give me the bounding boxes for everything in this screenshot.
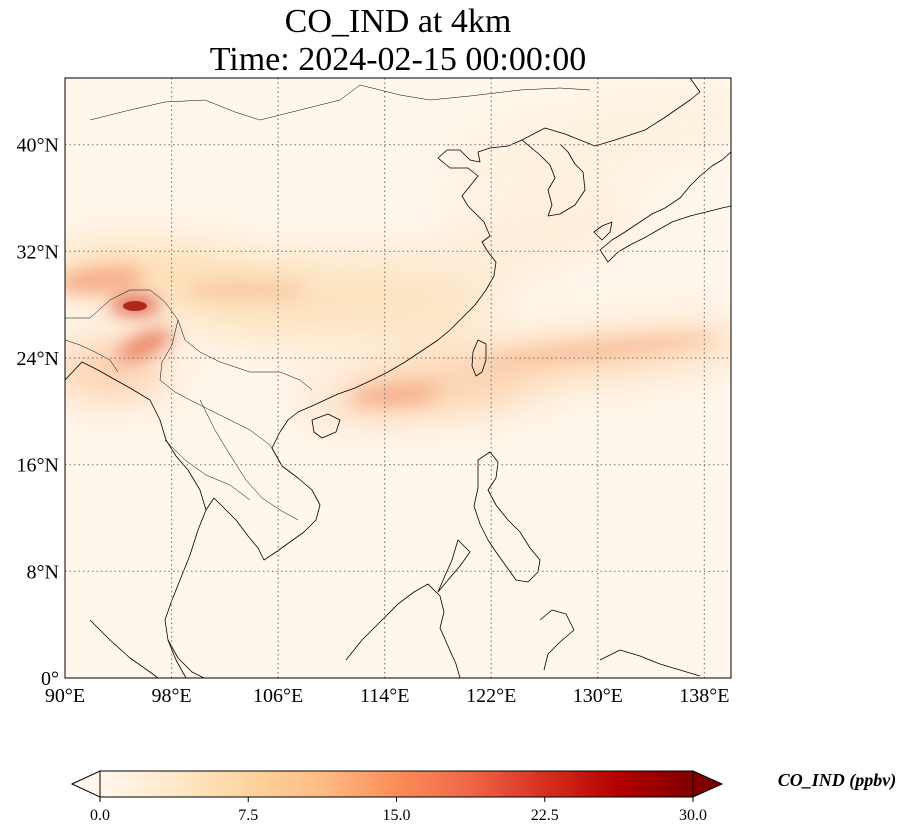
lon-tick-label: 106°E: [253, 685, 303, 707]
lat-tick-label: 24°N: [17, 348, 59, 370]
lon-tick-label: 122°E: [466, 685, 516, 707]
map-frame: [64, 77, 732, 679]
lat-tick-label: 40°N: [17, 135, 59, 157]
colorbar-under-arrow: [70, 770, 101, 798]
lon-tick-label: 114°E: [360, 685, 409, 707]
lat-tick-label: 0°: [41, 668, 59, 690]
lon-tick-label: 130°E: [573, 685, 623, 707]
lat-tick-label: 16°N: [17, 455, 59, 477]
colorbar-tick-label: 22.5: [531, 807, 559, 824]
chart-title-line-2: Time: 2024-02-15 00:00:00: [209, 41, 587, 78]
concentration-field: [65, 88, 731, 415]
lon-tick-label: 90°E: [45, 685, 85, 707]
colorbar-over-arrow: [692, 770, 724, 798]
gridlines: [65, 78, 731, 678]
country-borders: [65, 84, 591, 521]
chart-title-line-1: CO_IND at 4km: [284, 3, 512, 40]
lon-tick-label: 98°E: [151, 685, 191, 707]
colorbar-ramp: [99, 770, 694, 798]
coastlines: [65, 78, 731, 678]
lat-ticks: 0° 8°N 16°N 24°N 32°N 40°N: [17, 135, 59, 690]
lat-tick-label: 8°N: [27, 561, 59, 583]
colorbar-tick-label: 30.0: [679, 807, 707, 824]
colorbar: 0.0 7.5 15.0 22.5 30.0 CO_IND (ppbv): [70, 770, 897, 824]
colorbar-tick-label: 7.5: [238, 807, 258, 824]
lon-ticks: 90°E 98°E 106°E 114°E 122°E 130°E 138°E: [45, 685, 730, 707]
colorbar-label: CO_IND (ppbv): [778, 770, 897, 791]
colorbar-tick-label: 15.0: [383, 807, 411, 824]
colorbar-tick-label: 0.0: [90, 807, 110, 824]
lat-tick-label: 32°N: [17, 241, 59, 263]
plume-hotspot: [123, 301, 147, 311]
lon-tick-label: 138°E: [679, 685, 729, 707]
colorbar-ticks: 0.0 7.5 15.0 22.5 30.0: [90, 797, 707, 824]
